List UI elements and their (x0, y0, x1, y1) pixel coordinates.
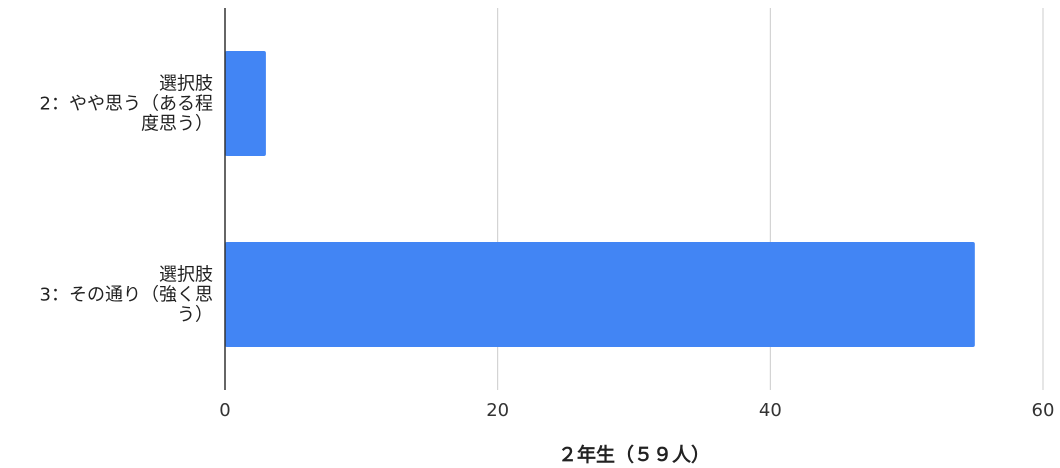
x-tick-label: 40 (759, 400, 782, 421)
x-tick-label: 0 (219, 400, 230, 421)
x-tick-label: 20 (486, 400, 509, 421)
category-label: 選択肢 (159, 74, 213, 95)
category-label: 選択肢 (159, 265, 213, 286)
category-label: う） (177, 305, 213, 326)
bar-layer (225, 50, 975, 348)
x-axis-title: ２年生（５９人） (558, 443, 710, 466)
bar (225, 50, 266, 157)
bar (225, 241, 975, 348)
category-label: 2：やや思う（ある程 (40, 94, 213, 115)
category-label: 3：その通り（強く思 (40, 285, 213, 306)
x-tick-label: 60 (1032, 400, 1055, 421)
category-label: 度思う） (141, 114, 213, 135)
